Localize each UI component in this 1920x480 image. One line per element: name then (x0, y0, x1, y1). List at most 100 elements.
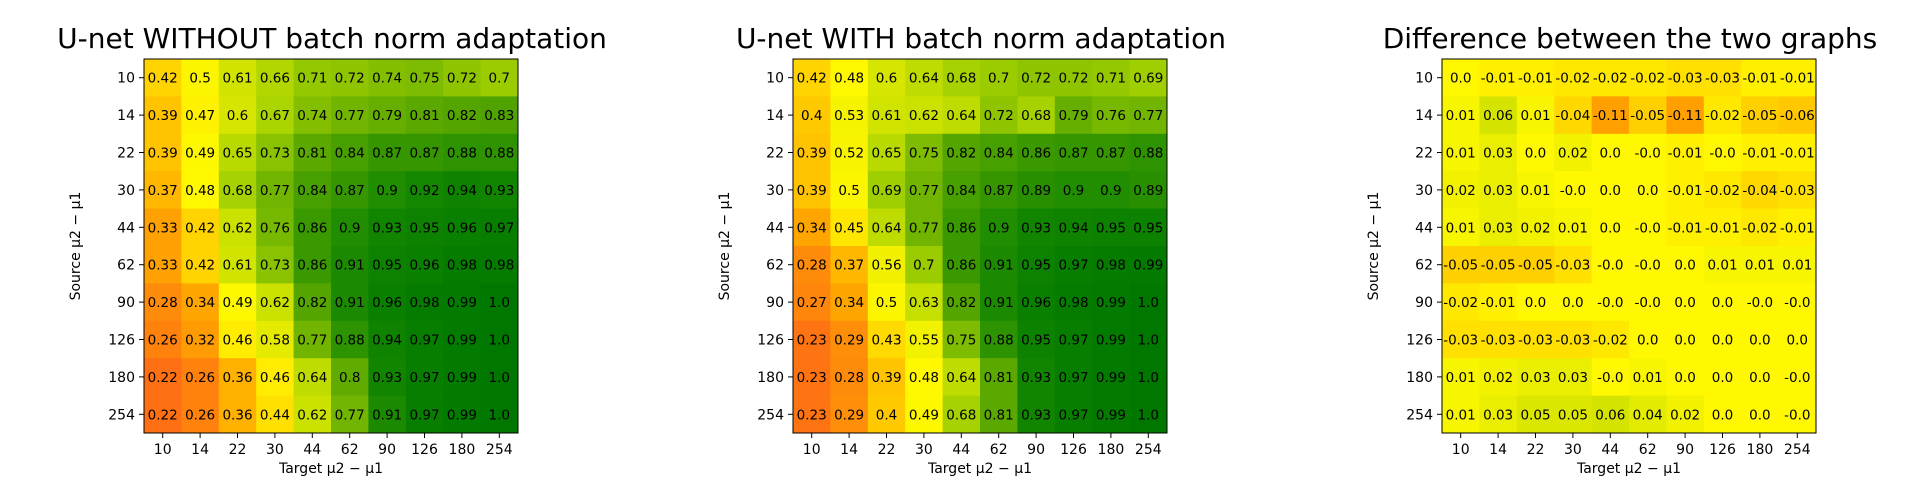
x-tick-label: 10 (1452, 442, 1470, 458)
heatmap-cell (905, 171, 944, 210)
cell-value-label: 0.0 (1749, 370, 1770, 386)
heatmap-cell (1017, 59, 1056, 97)
y-tick-label: 90 (766, 295, 784, 311)
cell-value-label: 0.99 (447, 333, 477, 349)
heatmap-cell (218, 395, 257, 434)
heatmap-cell (443, 133, 482, 172)
cell-value-label: 0.65 (222, 146, 252, 162)
heatmap-cell (1129, 208, 1168, 247)
heatmap-cell (942, 358, 981, 397)
cell-value-label: 0.62 (909, 108, 939, 124)
cell-value-label: 0.86 (297, 258, 327, 274)
heatmap-cell (1092, 246, 1131, 284)
heatmap-cell (1629, 171, 1667, 210)
heatmap-cell (480, 171, 519, 210)
cell-value-label: -0.05 (1443, 258, 1478, 274)
cell-value-label: 0.93 (372, 370, 402, 386)
heatmap-cell (1778, 208, 1817, 247)
heatmap-cell (1666, 171, 1705, 210)
heatmap-cell (1554, 395, 1593, 434)
heatmap-cell (1554, 358, 1593, 397)
cell-value-label: 0.33 (148, 220, 178, 236)
heatmap-cell (293, 171, 332, 210)
y-tick-label: 126 (757, 333, 784, 349)
heatmap-panel-1: U-net WITHOUT batch norm adaptation 0.42 0… (57, 22, 607, 477)
cell-value-label: 0.87 (372, 146, 402, 162)
heatmap-cell (905, 59, 944, 97)
cell-value-label: 0.0 (1712, 370, 1733, 386)
x-tick-label: 62 (1639, 442, 1657, 458)
cell-value-label: 0.39 (797, 146, 827, 162)
heatmap-panel-3: Difference between the two graphs 0.0 -0.0… (1366, 22, 1877, 477)
cell-value-label: 0.01 (1446, 407, 1476, 423)
cell-value-label: 0.0 (1749, 333, 1770, 349)
heatmap-cell (480, 208, 519, 247)
y-tick-label: 22 (766, 146, 784, 162)
cell-value-label: 0.87 (1058, 146, 1088, 162)
cell-value-label: 0.92 (409, 183, 439, 199)
cell-value-label: -0.03 (1555, 258, 1590, 274)
x-tick-label: 90 (1027, 442, 1045, 458)
cell-value-label: 0.34 (834, 295, 864, 311)
chart-title: U-net WITHOUT batch norm adaptation (57, 22, 607, 55)
cell-value-label: 0.34 (797, 220, 827, 236)
heatmap-cell (1054, 171, 1093, 210)
cell-value-label: 0.98 (484, 258, 514, 274)
cell-value-label: 0.48 (834, 71, 864, 87)
heatmap-cell (1516, 59, 1555, 97)
x-tick-label: 14 (191, 442, 209, 458)
cell-value-label: 0.77 (297, 333, 327, 349)
cell-value-label: 0.68 (946, 407, 976, 423)
heatmap-cell (1442, 59, 1480, 97)
cell-value-label: 0.77 (260, 183, 290, 199)
heatmap-cell (1666, 246, 1705, 284)
cell-value-label: 0.95 (1021, 333, 1051, 349)
cell-value-label: 0.48 (185, 183, 215, 199)
heatmap-cell (1017, 171, 1056, 210)
heatmap-cell (144, 246, 182, 284)
cell-value-label: 0.94 (1058, 220, 1088, 236)
heatmap-cell (1741, 171, 1780, 210)
heatmap-cell (218, 246, 257, 284)
heatmap-cell (1442, 395, 1480, 434)
heatmap-cell (331, 320, 369, 359)
cell-value-label: 0.94 (372, 333, 402, 349)
cell-value-label: 0.89 (1021, 183, 1051, 199)
heatmap-cell (181, 246, 220, 284)
heatmap-cell (1629, 208, 1667, 247)
cell-value-label: 0.77 (909, 220, 939, 236)
cell-value-label: 0.03 (1558, 370, 1588, 386)
cell-value-label: 0.93 (1021, 220, 1051, 236)
heatmap-cell (443, 59, 482, 97)
cell-value-label: 0.95 (1133, 220, 1163, 236)
heatmap-cell (1516, 96, 1555, 135)
cell-value-label: -0.0 (1635, 220, 1661, 236)
cell-value-label: 0.06 (1483, 108, 1513, 124)
heatmap-cell (218, 358, 257, 397)
cell-value-label: 0.84 (297, 183, 327, 199)
cell-value-label: 0.45 (834, 220, 864, 236)
heatmap-cell (1629, 358, 1667, 397)
heatmap-cell (218, 96, 257, 135)
cell-value-label: 0.99 (1096, 370, 1126, 386)
cell-value-label: 0.36 (222, 407, 252, 423)
heatmap-cell (1129, 133, 1168, 172)
cell-value-label: 0.84 (984, 146, 1014, 162)
cell-value-label: 0.81 (297, 146, 327, 162)
cell-value-label: 1.0 (489, 407, 510, 423)
heatmap-cell (1591, 320, 1630, 359)
heatmap-cell (293, 96, 332, 135)
heatmap-cell (1741, 283, 1780, 322)
cell-value-label: -0.02 (1705, 183, 1740, 199)
heatmap-cell (218, 208, 257, 247)
cell-value-label: 0.48 (909, 370, 939, 386)
cell-value-label: -0.01 (1780, 220, 1815, 236)
cell-value-label: 0.62 (297, 407, 327, 423)
cell-value-label: 0.37 (834, 258, 864, 274)
cell-value-label: -0.01 (1668, 146, 1703, 162)
cell-value-label: 0.9 (1100, 183, 1121, 199)
cell-value-label: 0.71 (1096, 71, 1126, 87)
cell-value-label: 0.82 (946, 295, 976, 311)
heatmap-cell (1442, 320, 1480, 359)
heatmap-cell (793, 320, 831, 359)
